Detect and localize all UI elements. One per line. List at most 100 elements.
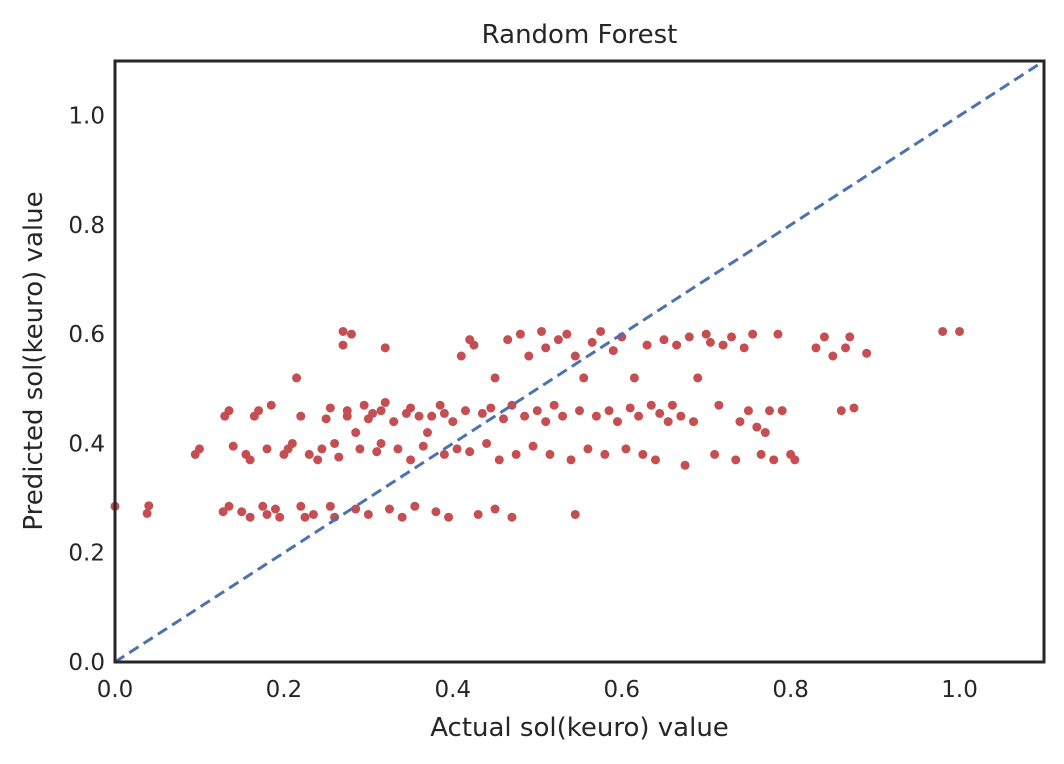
scatter-point bbox=[393, 444, 403, 454]
y-axis-label: Predicted sol(keuro) value bbox=[19, 191, 49, 530]
scatter-point bbox=[731, 455, 741, 465]
scatter-point bbox=[748, 329, 758, 339]
scatter-point bbox=[545, 449, 555, 459]
scatter-point bbox=[338, 326, 348, 336]
scatter-point bbox=[498, 414, 508, 424]
scatter-point bbox=[439, 449, 449, 459]
y-tick-label: 0.0 bbox=[68, 650, 105, 676]
scatter-point bbox=[524, 351, 534, 361]
scatter-point bbox=[634, 411, 644, 421]
scatter-point bbox=[705, 337, 715, 347]
scatter-point bbox=[368, 408, 378, 418]
scatter-point bbox=[777, 406, 787, 416]
scatter-point bbox=[422, 428, 432, 438]
scatter-point bbox=[676, 411, 686, 421]
scatter-point bbox=[701, 329, 711, 339]
scatter-point bbox=[452, 444, 462, 454]
scatter-point bbox=[304, 449, 314, 459]
scatter-point bbox=[465, 447, 475, 457]
scatter-point bbox=[828, 351, 838, 361]
scatter-point bbox=[613, 417, 623, 427]
scatter-point bbox=[841, 343, 851, 353]
scatter-point bbox=[718, 340, 728, 350]
scatter-point bbox=[862, 348, 872, 358]
scatter-point bbox=[296, 411, 306, 421]
scatter-point bbox=[604, 406, 614, 416]
scatter-point bbox=[638, 449, 648, 459]
scatter-point bbox=[558, 411, 568, 421]
scatter-point bbox=[363, 509, 373, 519]
scatter-point bbox=[397, 512, 407, 522]
scatter-point bbox=[346, 329, 356, 339]
scatter-point bbox=[663, 417, 673, 427]
y-tick-label: 0.4 bbox=[68, 431, 105, 457]
scatter-point bbox=[651, 455, 661, 465]
scatter-point bbox=[266, 400, 276, 410]
scatter-point bbox=[773, 329, 783, 339]
scatter-point bbox=[765, 406, 775, 416]
scatter-point bbox=[460, 406, 470, 416]
scatter-point bbox=[372, 447, 382, 457]
scatter-point bbox=[849, 403, 859, 413]
scatter-point bbox=[330, 438, 340, 448]
scatter-point bbox=[684, 332, 694, 342]
scatter-point bbox=[237, 507, 247, 517]
x-tick-label: 0.8 bbox=[772, 677, 809, 703]
scatter-point bbox=[743, 406, 753, 416]
scatter-point bbox=[342, 411, 352, 421]
scatter-point bbox=[596, 326, 606, 336]
scatter-point bbox=[270, 504, 280, 514]
x-tick-label: 0.4 bbox=[435, 677, 472, 703]
scatter-point bbox=[490, 504, 500, 514]
scatter-point bbox=[680, 460, 690, 470]
scatter-point bbox=[528, 441, 538, 451]
x-ticks: 0.0 0.2 0.4 0.6 0.8 1.0 bbox=[97, 677, 978, 703]
scatter-point bbox=[490, 373, 500, 383]
scatter-point bbox=[587, 337, 597, 347]
x-tick-label: 0.6 bbox=[603, 677, 640, 703]
x-tick-label: 0.2 bbox=[266, 677, 303, 703]
scatter-point bbox=[313, 455, 323, 465]
scatter-point bbox=[325, 501, 335, 511]
scatter-point bbox=[418, 441, 428, 451]
y-ticks: 0.0 0.2 0.4 0.6 0.8 1.0 bbox=[68, 104, 105, 676]
scatter-point bbox=[541, 343, 551, 353]
scatter-point bbox=[503, 335, 513, 345]
scatter-point bbox=[142, 508, 152, 518]
scatter-point bbox=[672, 340, 682, 350]
scatter-point bbox=[482, 438, 492, 448]
scatter-point bbox=[338, 340, 348, 350]
scatter-point bbox=[325, 403, 335, 413]
scatter-point bbox=[144, 501, 154, 511]
scatter-point bbox=[845, 332, 855, 342]
scatter-point bbox=[515, 329, 525, 339]
scatter-point bbox=[790, 455, 800, 465]
scatter-point bbox=[570, 509, 580, 519]
scatter-point bbox=[667, 400, 677, 410]
scatter-point bbox=[659, 335, 669, 345]
points-layer bbox=[110, 326, 965, 522]
scatter-point bbox=[629, 373, 639, 383]
scatter-point bbox=[308, 509, 318, 519]
scatter-point bbox=[752, 422, 762, 432]
scatter-point bbox=[511, 449, 521, 459]
y-tick-label: 1.0 bbox=[68, 104, 105, 130]
scatter-point bbox=[689, 417, 699, 427]
scatter-point bbox=[376, 406, 386, 416]
scatter-point bbox=[769, 455, 779, 465]
reference-line bbox=[114, 59, 1045, 664]
scatter-point bbox=[406, 403, 416, 413]
scatter-point bbox=[600, 449, 610, 459]
scatter-point bbox=[625, 403, 635, 413]
scatter-point bbox=[570, 351, 580, 361]
scatter-point bbox=[579, 373, 589, 383]
scatter-point bbox=[714, 400, 724, 410]
scatter-point bbox=[456, 351, 466, 361]
scatter-point bbox=[760, 428, 770, 438]
scatter-point bbox=[739, 343, 749, 353]
scatter-point bbox=[566, 455, 576, 465]
scatter-point bbox=[245, 512, 255, 522]
scatter-point bbox=[262, 444, 272, 454]
scatter-point bbox=[384, 504, 394, 514]
scatter-point bbox=[541, 417, 551, 427]
